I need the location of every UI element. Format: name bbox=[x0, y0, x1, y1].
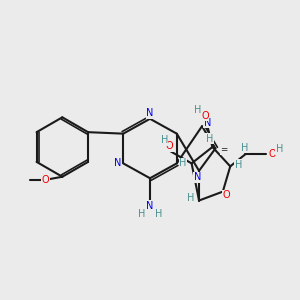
Text: O: O bbox=[223, 190, 230, 200]
Text: H: H bbox=[276, 144, 283, 154]
Text: N: N bbox=[146, 201, 154, 211]
Text: N: N bbox=[146, 108, 154, 118]
Text: H: H bbox=[235, 160, 242, 170]
Text: H: H bbox=[187, 193, 194, 202]
Text: O: O bbox=[42, 175, 49, 185]
Text: H: H bbox=[179, 158, 186, 168]
Text: H: H bbox=[194, 105, 202, 115]
Text: N: N bbox=[204, 118, 211, 128]
Text: O: O bbox=[166, 141, 173, 151]
Text: =: = bbox=[220, 146, 227, 154]
Text: O: O bbox=[268, 149, 276, 159]
Text: H: H bbox=[206, 134, 213, 144]
Text: H: H bbox=[242, 143, 249, 153]
Text: N: N bbox=[194, 172, 201, 182]
Text: N: N bbox=[114, 158, 121, 168]
Text: H: H bbox=[154, 209, 162, 219]
Text: H: H bbox=[138, 209, 146, 219]
Text: H: H bbox=[160, 135, 168, 145]
Text: O: O bbox=[201, 111, 209, 121]
